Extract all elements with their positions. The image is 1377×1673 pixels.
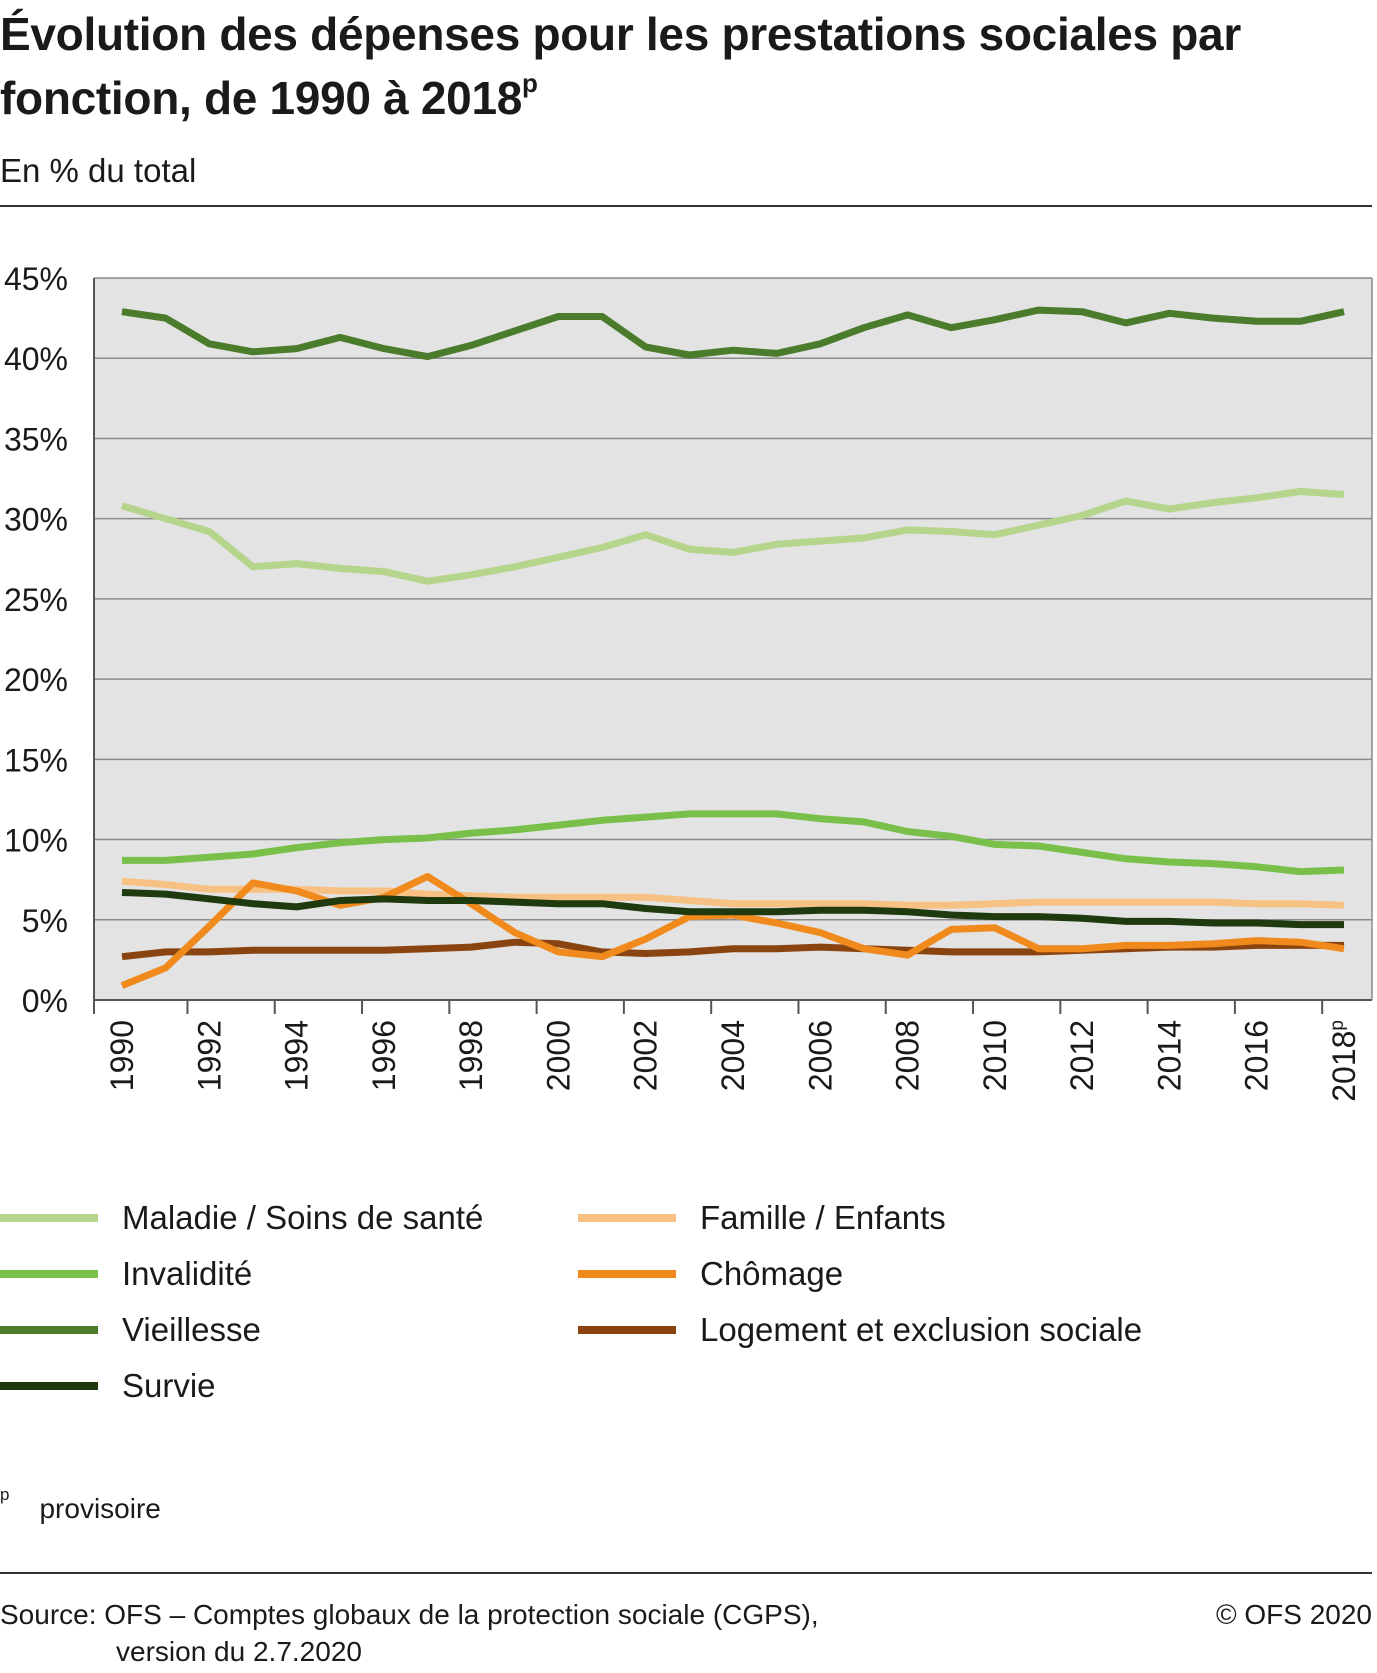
top-rule [0, 205, 1372, 207]
plot-background [94, 278, 1372, 1000]
legend-item: Vieillesse [0, 1310, 261, 1350]
x-tick-label: 2018p [1326, 1020, 1362, 1102]
copyright: © OFS 2020 [1215, 1599, 1372, 1630]
chart-legend: Maladie / Soins de santé Invalidité Vieill… [0, 1199, 1372, 1448]
legend-item: Maladie / Soins de santé [0, 1198, 483, 1238]
x-tick-label: 2000 [540, 1020, 576, 1091]
y-tick-label: 20% [4, 662, 68, 698]
y-tick-label: 35% [4, 421, 68, 457]
legend-swatch [578, 1326, 676, 1334]
x-tick-label: 2004 [715, 1020, 751, 1091]
legend-item: Famille / Enfants [578, 1198, 946, 1238]
legend-swatch [0, 1326, 98, 1334]
series-line-5 [121, 877, 1345, 909]
legend-item: Invalidité [0, 1254, 252, 1294]
series-line-4 [121, 889, 1344, 929]
x-tick-label: 2010 [977, 1020, 1013, 1091]
legend-swatch [578, 1214, 676, 1222]
x-tick-label: 1990 [104, 1020, 140, 1091]
series-line-1 [121, 487, 1345, 585]
bottom-rule [0, 1572, 1372, 1574]
title-superscript: p [522, 68, 538, 98]
y-tick-label: 40% [4, 341, 68, 377]
x-tick-label: 1994 [279, 1020, 315, 1091]
chart-title: Évolution des dépenses pour les prestati… [0, 2, 1370, 130]
source-line-2: version du 2.7.2020 [116, 1636, 362, 1667]
y-tick-labels: 0% 5% 10% 15% 20% 25% 30% 35% 40% 45% [4, 261, 68, 1019]
gridlines [93, 277, 1373, 1014]
footnote-text: provisoire [39, 1493, 161, 1524]
x-tick-label: 2016 [1239, 1020, 1275, 1091]
x-tick-label: 2008 [890, 1020, 926, 1091]
source-line-1: Source: OFS – Comptes globaux de la prot… [0, 1599, 819, 1630]
line-chart: 0%5%10%15%20%25%30%35%40%45% 1990 1992 199… [4, 261, 1373, 1102]
legend-label: Survie [122, 1367, 216, 1404]
x-tick-label: 1998 [453, 1020, 489, 1091]
series-lines [120, 306, 1345, 989]
y-tick-label: 0% [22, 983, 68, 1019]
legend-item: Chômage [578, 1254, 843, 1294]
footnote-mark: p [0, 1485, 10, 1504]
y-tick-label: 30% [4, 502, 68, 538]
x-tick-label: 2002 [628, 1020, 664, 1091]
legend-label: Maladie / Soins de santé [122, 1199, 484, 1236]
legend-item: Survie [0, 1366, 216, 1406]
x-tick-label: 2012 [1064, 1020, 1100, 1091]
legend-swatch [0, 1270, 98, 1278]
footnote: p provisoire [0, 1485, 161, 1525]
x-tick-superscript: p [1327, 1020, 1348, 1031]
y-tick-label: 45% [4, 261, 68, 297]
source-note: Source: OFS – Comptes globaux de la prot… [0, 1596, 819, 1670]
y-tick-label: 10% [4, 823, 68, 859]
title-text: Évolution des dépenses pour les prestati… [0, 8, 1241, 124]
y-tick-label: 5% [22, 903, 68, 939]
legend-label: Logement et exclusion sociale [700, 1311, 1143, 1348]
series-line-3 [121, 306, 1345, 361]
series-line-2 [122, 810, 1345, 876]
legend-label: Chômage [700, 1255, 844, 1292]
chart-subtitle: En % du total [0, 152, 197, 189]
legend-label: Invalidité [122, 1255, 253, 1292]
x-tick-label: 2006 [802, 1020, 838, 1091]
legend-swatch [0, 1382, 98, 1390]
legend-label: Vieillesse [122, 1311, 261, 1348]
legend-label: Famille / Enfants [700, 1199, 946, 1236]
y-tick-label: 25% [4, 582, 68, 618]
y-tick-label: 15% [4, 742, 68, 778]
x-tick-label: 1992 [191, 1020, 227, 1091]
x-tick-label: 2014 [1151, 1020, 1187, 1091]
x-tick-labels: 1990 1992 1994 1996 1998 2000 2002 2004 2006 2008… [104, 1000, 1362, 1102]
legend-swatch [578, 1270, 676, 1278]
legend-swatch [0, 1214, 98, 1222]
legend-item: Logement et exclusion sociale [578, 1310, 1142, 1350]
x-tick-label: 1996 [366, 1020, 402, 1091]
